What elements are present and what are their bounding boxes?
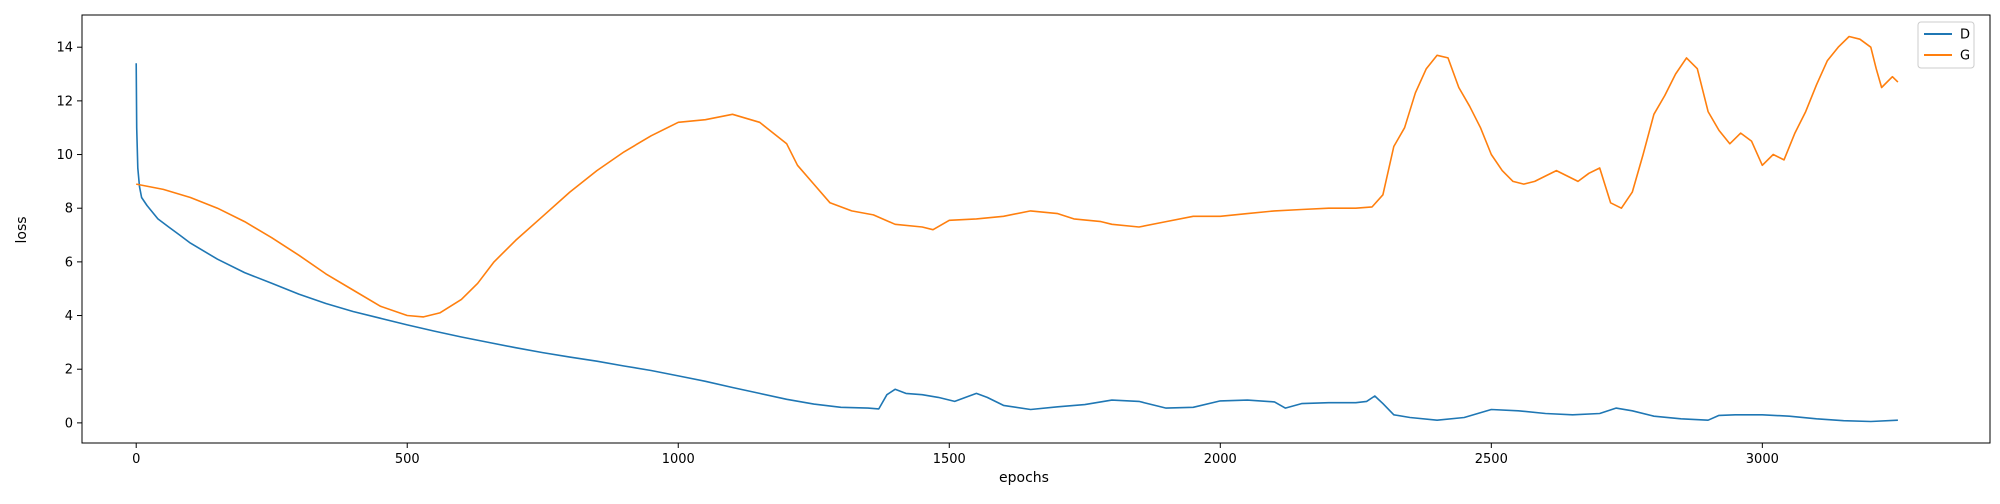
y-tick-label: 14 [56,41,73,56]
legend: D G [1917,21,1975,69]
x-axis: 0 500 1000 1500 2000 2500 3000 [132,443,1779,467]
x-tick-label: 1500 [933,452,966,467]
x-tick-label: 3000 [1746,452,1779,467]
x-tick-label: 2500 [1475,452,1508,467]
y-tick-label: 6 [65,255,73,270]
legend-label-d: D [1960,28,1970,43]
series-line-g [136,35,1899,318]
x-tick-label: 0 [132,452,140,467]
y-tick-label: 10 [56,148,73,163]
y-tick-label: 0 [65,416,73,431]
x-tick-label: 500 [395,452,420,467]
x-tick-label: 1000 [662,452,695,467]
y-tick-label: 12 [56,94,73,109]
series-line-d [135,63,1898,423]
y-tick-label: 4 [65,309,73,324]
y-axis-title: loss [14,216,30,243]
x-tick-label: 2000 [1204,452,1237,467]
y-axis: 0 2 4 6 8 10 12 14 [56,41,82,431]
y-tick-label: 2 [65,363,73,378]
y-tick-label: 8 [65,202,73,217]
plot-frame [81,14,1991,444]
x-axis-title: epochs [999,470,1049,486]
plot-area [135,35,1899,423]
legend-label-g: G [1960,49,1970,64]
